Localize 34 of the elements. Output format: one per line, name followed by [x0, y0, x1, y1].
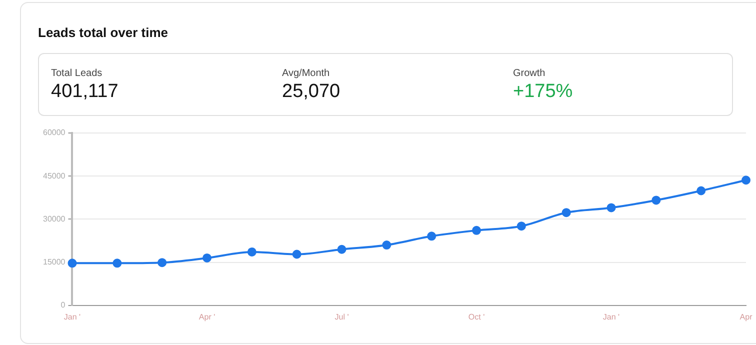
y-tick-label: 0: [60, 300, 66, 310]
text: Avg/Month: [282, 68, 331, 79]
point: [742, 176, 750, 185]
text: Growth: [513, 68, 546, 79]
x-tick-label: Jan ': [602, 312, 620, 322]
point: [247, 247, 256, 256]
text: 401,117: [51, 81, 118, 103]
text: +175%: [513, 81, 573, 103]
y-tick-label: 30000: [42, 214, 66, 224]
point: [696, 186, 706, 196]
point: [202, 253, 212, 262]
chart-title: Leads total over time: [38, 25, 168, 40]
x-tick-label: Apr ': [198, 312, 216, 322]
point: [292, 250, 302, 259]
point: [652, 196, 661, 205]
point: [337, 244, 346, 254]
y-tick-label: 15000: [42, 258, 66, 267]
text: 25,070: [282, 81, 340, 103]
point: [158, 258, 167, 268]
point: [516, 222, 526, 231]
point: [68, 258, 77, 268]
y-tick-label: 45000: [42, 171, 66, 180]
point: [382, 240, 392, 250]
text: Total Leads: [51, 68, 104, 79]
point: [112, 258, 122, 268]
point: [427, 232, 436, 241]
point: [472, 226, 481, 235]
point: [562, 208, 571, 218]
point: [606, 203, 616, 212]
x-tick-label: Jan ': [64, 312, 82, 322]
x-tick-label: Jul ': [334, 312, 350, 322]
x-tick-label: Apr: [740, 312, 753, 322]
y-tick-label: 60000: [42, 128, 66, 138]
x-tick-label: Oct ': [468, 312, 486, 322]
